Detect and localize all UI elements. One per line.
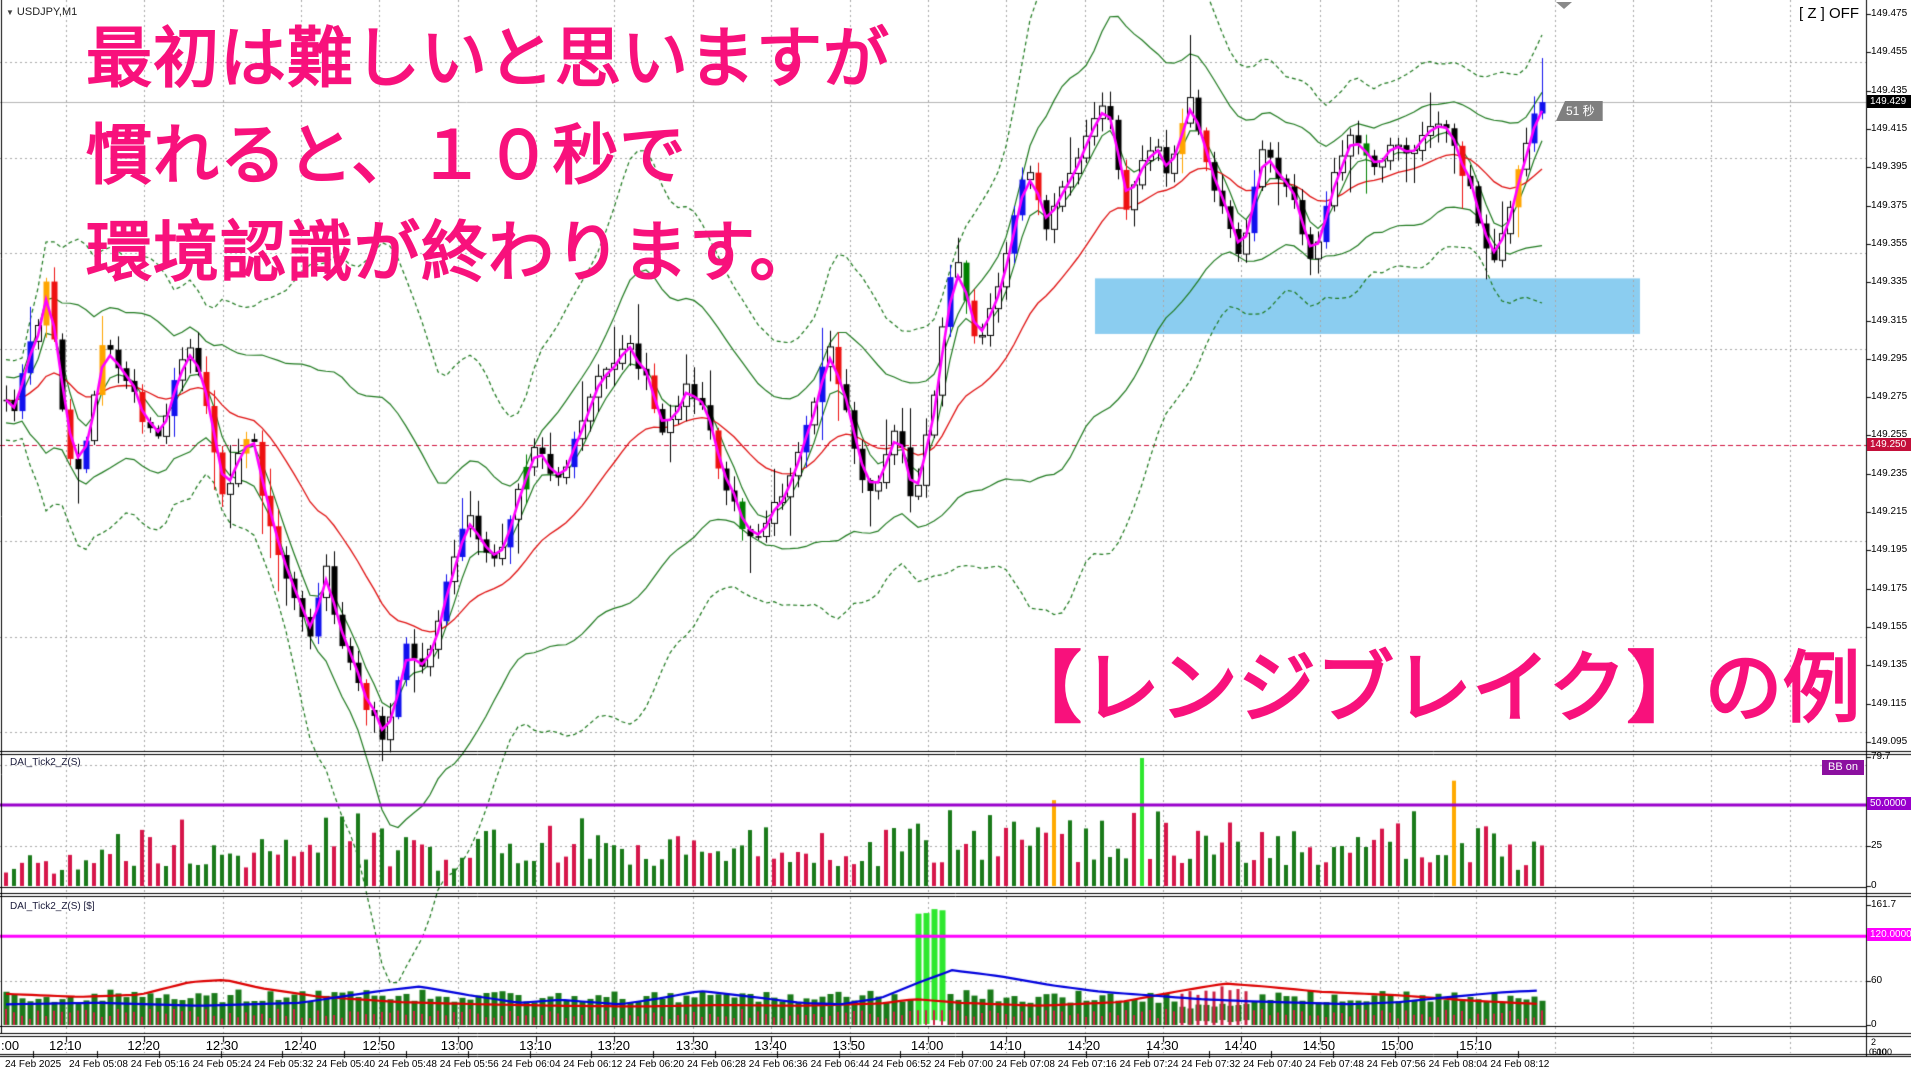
date-tick-label: 24 Feb 06:20	[625, 1059, 685, 1070]
time-tick-label: 12:40	[284, 1038, 317, 1053]
axis-corner-label: 2	[1871, 1037, 1877, 1047]
time-tick-label: 12:20	[127, 1038, 160, 1053]
time-tick-label: 14:30	[1145, 1038, 1179, 1053]
symbol-dropdown-arrow-icon[interactable]: ▼	[6, 8, 14, 17]
indicator2-name-label: DAI_Tick2_Z(S) [$]	[10, 901, 95, 912]
date-tick-label: 24 Feb 07:32	[1181, 1059, 1241, 1070]
price-tick-label: 149.115	[1871, 697, 1907, 709]
price-tick-label: 149.395	[1871, 161, 1908, 173]
time-tick-label: 14:50	[1302, 1038, 1336, 1053]
price-tick-label: 149.235	[1871, 467, 1908, 479]
bb-toggle-button[interactable]: BB on	[1822, 760, 1864, 775]
indicator1-tick-label: 0	[1871, 880, 1877, 891]
price-tick-label: 149.295	[1871, 352, 1908, 364]
price-tick-label: 149.095	[1871, 736, 1908, 747]
axis-corner-label: 6100	[1872, 1047, 1893, 1057]
time-tick-label: 14:20	[1067, 1038, 1101, 1053]
price-tick-label: 149.175	[1871, 582, 1908, 594]
date-tick-label: 24 Feb 05:32	[254, 1059, 314, 1070]
time-tick-label: :00	[1, 1038, 20, 1053]
scroll-to-end-marker-icon[interactable]	[1556, 2, 1572, 9]
indicator2-tick-label: 60	[1871, 974, 1883, 986]
price-tick-label: 149.475	[1871, 8, 1908, 19]
date-tick-label: 24 Feb 06:28	[687, 1059, 746, 1070]
date-tick-label: 24 Feb 07:00	[934, 1059, 994, 1070]
time-tick-label: 14:00	[910, 1038, 944, 1053]
date-tick-label: 24 Feb 07:08	[996, 1059, 1055, 1070]
dashed-level-price-badge: 149.250	[1867, 438, 1911, 452]
symbol-timeframe-text: USDJPY,M1	[16, 6, 78, 18]
price-tick-label: 149.375	[1871, 199, 1908, 211]
candle-timer-badge: 51 秒	[1556, 101, 1603, 121]
annotation-headline: 最初は難しいと思いますが 慣れると、１０秒で 環境認識が終わります。	[86, 10, 890, 301]
date-tick-label: 24 Feb 06:36	[748, 1059, 808, 1070]
price-tick-label: 149.155	[1871, 621, 1908, 633]
date-tick-label: 24 Feb 08:04	[1428, 1059, 1488, 1070]
indicator1-level-badge: 50.0000	[1867, 797, 1911, 810]
time-tick-label: 13:00	[440, 1038, 474, 1053]
symbol-label: ▼ USDJPY,M1	[6, 6, 77, 18]
current-price-badge: 149.429	[1867, 95, 1911, 109]
price-tick-label: 149.195	[1871, 544, 1908, 556]
price-tick-label: 149.415	[1871, 122, 1908, 134]
date-tick-label: 24 Feb 05:48	[378, 1059, 437, 1070]
time-tick-label: 13:20	[597, 1038, 630, 1053]
indicator2-tick-label: 0	[1871, 1019, 1877, 1030]
time-tick-label: 12:10	[49, 1038, 82, 1053]
time-tick-label: 13:10	[519, 1038, 552, 1053]
indicator2-tick-label: 161.7	[1871, 899, 1897, 911]
indicator2-level-badge: 120.0000	[1867, 928, 1911, 942]
annotation-range-break-label: 【レンジブレイク】の例	[1004, 644, 1861, 732]
headline-line-1: 最初は難しいと思いますが	[86, 21, 890, 95]
price-tick-label: 149.135	[1871, 659, 1908, 671]
date-tick-label: 24 Feb 05:56	[439, 1059, 499, 1070]
time-tick-label: 13:30	[675, 1038, 709, 1053]
price-tick-label: 149.215	[1871, 506, 1908, 518]
date-tick-label: 24 Feb 06:52	[872, 1059, 932, 1070]
date-tick-label: 24 Feb 06:04	[501, 1059, 561, 1070]
date-tick-label: 24 Feb 05:16	[130, 1059, 190, 1070]
time-tick-label: 15:10	[1459, 1038, 1492, 1053]
headline-line-2: 慣れると、１０秒で	[86, 118, 687, 192]
indicator1-tick-label: 79.7	[1871, 750, 1891, 762]
date-tick-label: 24 Feb 05:24	[192, 1059, 252, 1070]
time-tick-label: 12:50	[362, 1038, 395, 1053]
time-tick-label: 13:50	[832, 1038, 866, 1053]
price-tick-label: 149.435	[1871, 84, 1908, 96]
date-tick-label: 24 Feb 05:08	[69, 1059, 128, 1070]
date-tick-label: 24 Feb 07:40	[1243, 1059, 1303, 1070]
date-tick-label: 24 Feb 06:12	[563, 1059, 623, 1070]
time-tick-label: 12:30	[205, 1038, 239, 1053]
time-tick-label: 14:40	[1224, 1038, 1257, 1053]
price-tick-label: 149.255	[1871, 429, 1908, 441]
date-tick-label: 24 Feb 07:48	[1305, 1059, 1364, 1070]
time-tick-label: 13:40	[754, 1038, 787, 1053]
headline-line-3: 環境認識が終わります。	[86, 215, 817, 289]
time-tick-label: 14:10	[989, 1038, 1022, 1053]
date-tick-label: 24 Feb 07:56	[1366, 1059, 1426, 1070]
price-tick-label: 149.455	[1871, 46, 1908, 58]
date-tick-label: 24 Feb 2025	[5, 1059, 62, 1070]
indicator1-name-label: DAI_Tick2_Z(S)	[10, 757, 81, 768]
date-tick-label: 24 Feb 07:24	[1119, 1059, 1179, 1070]
axis-corner-label: 0.00	[1869, 1047, 1887, 1057]
time-tick-label: 15:00	[1380, 1038, 1414, 1053]
date-tick-label: 24 Feb 08:12	[1490, 1059, 1550, 1070]
price-tick-label: 149.355	[1871, 237, 1908, 249]
price-tick-label: 149.315	[1871, 314, 1908, 326]
date-tick-label: 24 Feb 06:44	[810, 1059, 870, 1070]
date-tick-label: 24 Feb 07:16	[1057, 1059, 1117, 1070]
indicator1-tick-label: 25	[1871, 839, 1883, 851]
price-tick-label: 149.275	[1871, 391, 1908, 403]
date-tick-label: 24 Feb 05:40	[316, 1059, 376, 1070]
zoom-toggle-label[interactable]: [ Z ] OFF	[1799, 5, 1859, 22]
price-tick-label: 149.335	[1871, 276, 1908, 288]
